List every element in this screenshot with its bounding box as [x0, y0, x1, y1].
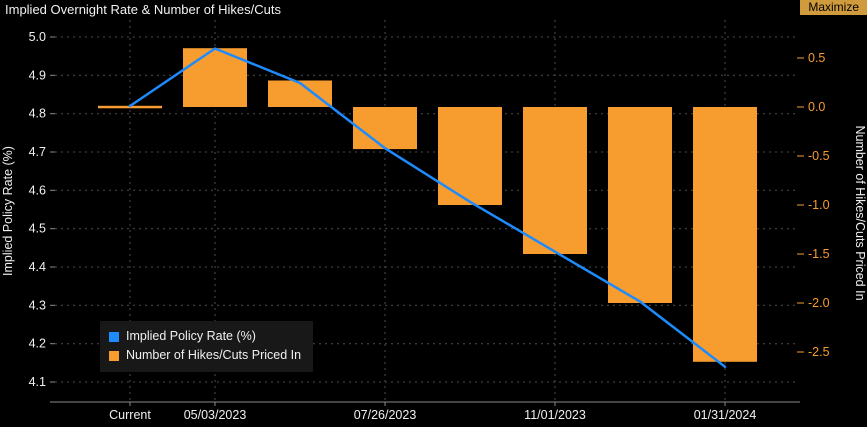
bar: [268, 80, 332, 107]
legend: Implied Policy Rate (%) Number of Hikes/…: [100, 321, 314, 372]
legend-label-hikes: Number of Hikes/Cuts Priced In: [126, 348, 302, 362]
left-axis-title: Implied Policy Rate (%): [1, 146, 15, 276]
right-tick-label: -1.5: [808, 247, 830, 261]
bar: [693, 107, 757, 362]
x-tick-label: Current: [109, 408, 151, 422]
right-axis-title: Number of Hikes/Cuts Priced In: [853, 125, 867, 300]
left-tick-label: 4.1: [29, 375, 46, 389]
bar: [608, 107, 672, 303]
left-tick-label: 4.3: [29, 298, 46, 312]
x-tick-label: 05/03/2023: [184, 408, 247, 422]
x-tick-label: 07/26/2023: [354, 408, 417, 422]
bar: [353, 107, 417, 150]
legend-swatch-bar-icon: [109, 350, 119, 361]
left-tick-label: 4.8: [29, 107, 46, 121]
right-tick-label: 0.5: [808, 51, 825, 65]
left-tick-label: 4.2: [29, 337, 46, 351]
left-tick-label: 4.7: [29, 145, 46, 159]
right-tick-label: -0.5: [808, 149, 830, 163]
left-tick-label: 5.0: [29, 30, 46, 44]
legend-item-hikes: Number of Hikes/Cuts Priced In: [109, 346, 301, 365]
legend-label-rate: Implied Policy Rate (%): [126, 329, 256, 343]
left-tick-label: 4.4: [29, 260, 46, 274]
right-tick-label: -2.5: [808, 345, 830, 359]
right-tick-label: 0.0: [808, 100, 825, 114]
left-tick-label: 4.9: [29, 68, 46, 82]
right-tick-label: -2.0: [808, 296, 830, 310]
right-tick-label: -1.0: [808, 198, 830, 212]
legend-swatch-line-icon: [109, 331, 119, 342]
maximize-button[interactable]: Maximize: [800, 0, 867, 15]
legend-item-rate: Implied Policy Rate (%): [109, 327, 301, 346]
left-tick-label: 4.6: [29, 183, 46, 197]
left-tick-label: 4.5: [29, 222, 46, 236]
chart-title: Implied Overnight Rate & Number of Hikes…: [5, 2, 281, 17]
rate-line: [128, 47, 727, 368]
x-tick-label: 11/01/2023: [524, 408, 586, 422]
x-tick-label: 01/31/2024: [694, 408, 757, 422]
bar: [523, 107, 587, 254]
bar: [438, 107, 502, 205]
